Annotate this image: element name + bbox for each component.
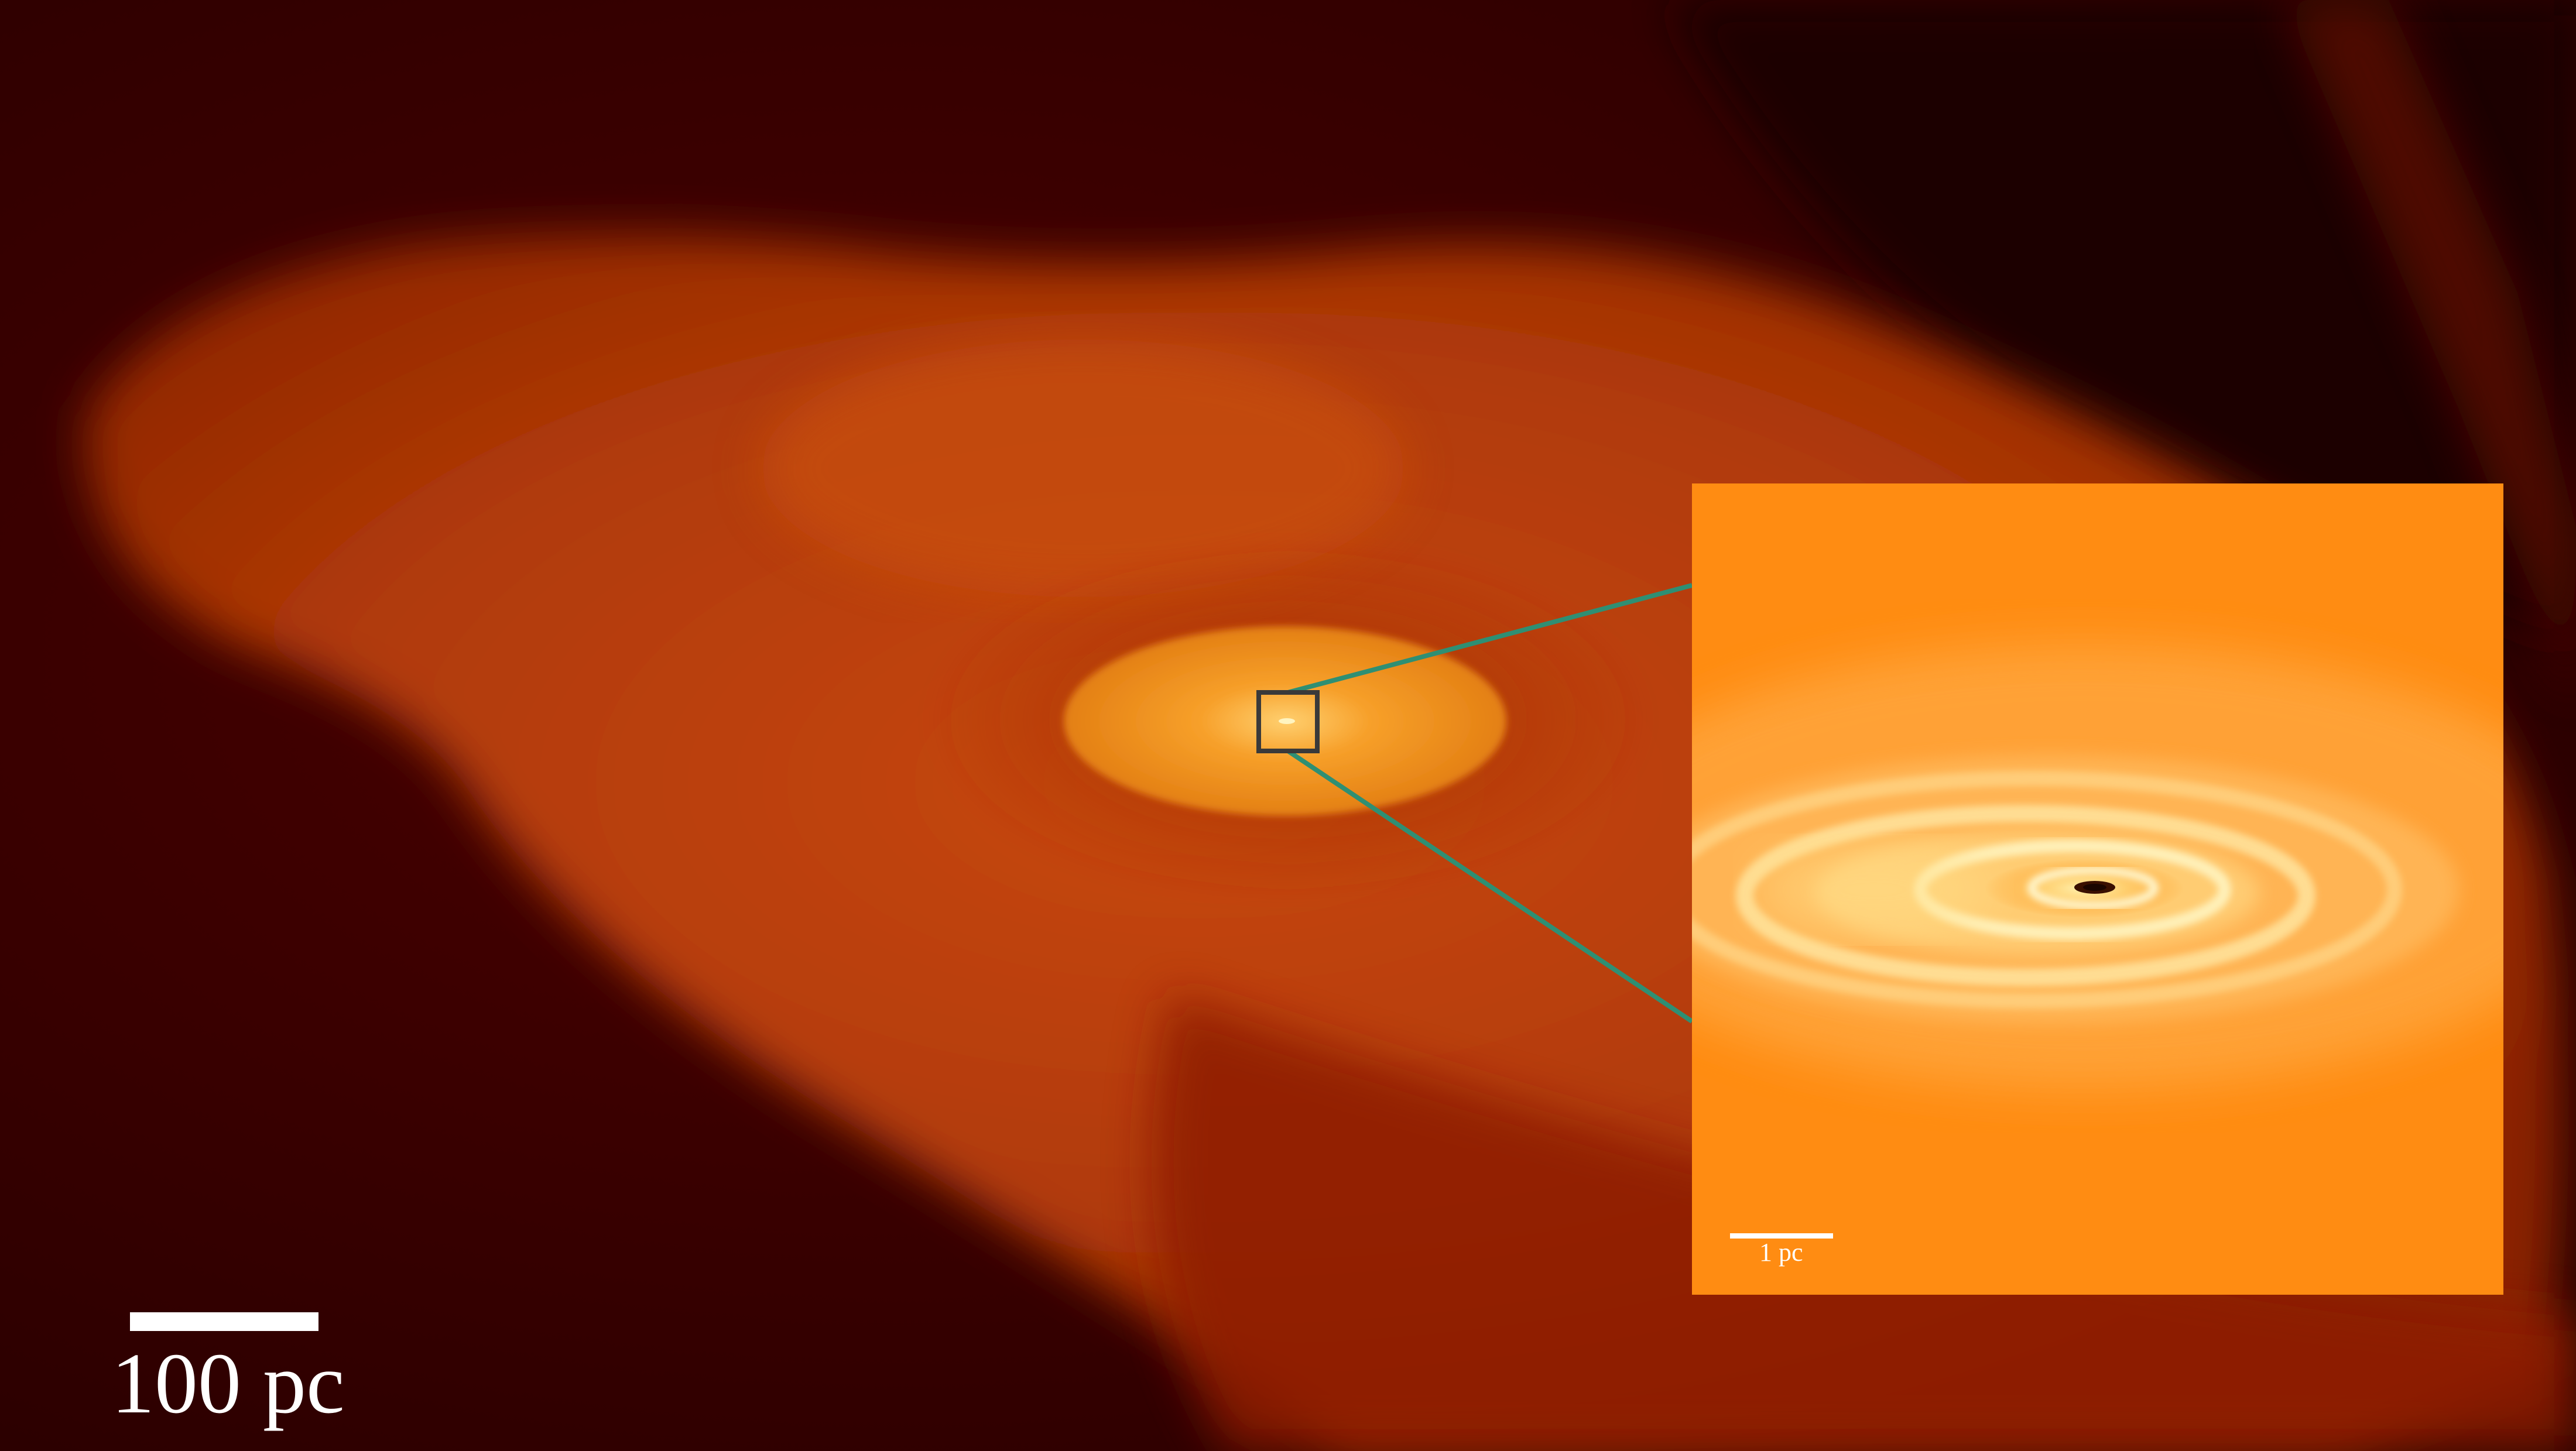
- zoom-connector-top: [1287, 583, 1693, 695]
- inset-scale-label: 1 pc: [1759, 1238, 1803, 1267]
- bright-gas-patch: [761, 339, 1405, 597]
- inset-scale-bar: [1730, 1233, 1833, 1239]
- zoom-inset: [1692, 483, 2503, 1295]
- disk-center: [1279, 718, 1295, 724]
- gas-streak: [2283, 0, 2576, 702]
- zoom-connector-bottom: [1286, 749, 1694, 1024]
- dark-void-region: [1669, 0, 2576, 644]
- zoom-region-box: [1256, 690, 1320, 753]
- main-scale-bar: [130, 1312, 318, 1331]
- main-scale-label: 100 pc: [111, 1336, 345, 1432]
